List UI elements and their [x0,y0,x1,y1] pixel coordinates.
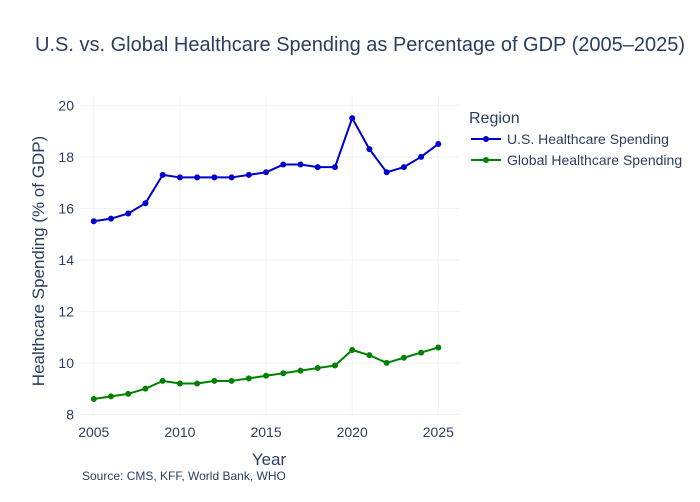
data-point[interactable] [383,169,390,176]
legend-items[interactable]: U.S. Healthcare Spending Global Healthcar… [471,131,682,168]
y-tick-label: 20 [58,97,74,113]
legend-swatch-marker [483,136,489,142]
data-point[interactable] [435,140,442,147]
data-point[interactable] [108,215,115,222]
series-global[interactable] [90,344,442,402]
data-point[interactable] [90,218,97,225]
x-axis-ticks: 2005 2010 2015 2020 2025 [78,424,454,440]
data-point[interactable] [366,352,373,359]
series-layer [90,115,442,402]
data-point[interactable] [142,385,149,392]
data-point[interactable] [228,377,235,384]
data-point[interactable] [245,171,252,178]
data-point[interactable] [383,359,390,366]
data-point[interactable] [176,380,183,387]
y-tick-label: 8 [66,406,74,422]
data-point[interactable] [331,362,338,369]
data-point[interactable] [176,174,183,181]
data-point[interactable] [159,171,166,178]
data-point[interactable] [314,365,321,372]
x-tick-label: 2015 [250,424,281,440]
legend-swatch-marker [483,157,489,163]
data-point[interactable] [142,200,149,207]
legend-item-global[interactable]: Global Healthcare Spending [471,152,682,168]
data-point[interactable] [418,349,425,356]
data-point[interactable] [211,174,218,181]
data-point[interactable] [349,115,356,122]
x-tick-label: 2025 [423,424,454,440]
data-point[interactable] [159,377,166,384]
data-point[interactable] [194,174,201,181]
data-point[interactable] [435,344,442,351]
x-tick-label: 2010 [164,424,195,440]
data-point[interactable] [108,393,115,400]
y-tick-label: 16 [58,200,74,216]
legend-item-us[interactable]: U.S. Healthcare Spending [471,131,669,147]
x-tick-label: 2005 [78,424,109,440]
data-point[interactable] [366,146,373,153]
data-point[interactable] [125,210,132,217]
data-point[interactable] [297,367,304,374]
data-point[interactable] [228,174,235,181]
data-point[interactable] [263,169,270,176]
y-tick-label: 12 [58,303,74,319]
legend-label: U.S. Healthcare Spending [507,131,669,147]
x-tick-label: 2020 [337,424,368,440]
y-tick-label: 14 [58,252,74,268]
data-point[interactable] [349,347,356,354]
series-us[interactable] [90,115,442,225]
y-axis-ticks: 8 10 12 14 16 18 20 [58,97,74,422]
data-point[interactable] [280,370,287,377]
data-point[interactable] [245,375,252,382]
y-tick-label: 10 [58,355,74,371]
data-point[interactable] [297,161,304,168]
data-point[interactable] [280,161,287,168]
x-axis-title: Year [252,450,287,469]
legend[interactable]: Region U.S. Healthcare Spending Global He… [469,110,682,168]
data-point[interactable] [194,380,201,387]
data-point[interactable] [90,395,97,402]
data-point[interactable] [314,164,321,171]
grid [80,95,459,417]
y-tick-label: 18 [58,149,74,165]
legend-label: Global Healthcare Spending [507,152,682,168]
data-point[interactable] [211,377,218,384]
data-point[interactable] [400,164,407,171]
data-point[interactable] [418,153,425,160]
data-point[interactable] [400,354,407,361]
y-axis-title: Healthcare Spending (% of GDP) [29,136,48,386]
data-point[interactable] [263,372,270,379]
chart-title: U.S. vs. Global Healthcare Spending as P… [35,34,685,56]
data-point[interactable] [125,390,132,397]
source-note: Source: CMS, KFF, World Bank, WHO [82,469,286,483]
legend-title: Region [469,110,520,127]
data-point[interactable] [331,164,338,171]
